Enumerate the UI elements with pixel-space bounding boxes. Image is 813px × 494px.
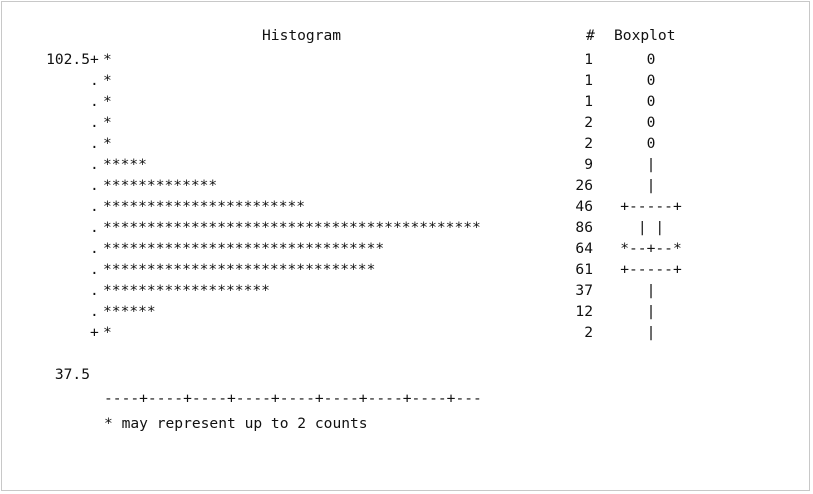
- bin-count: 2: [584, 324, 593, 341]
- histogram-bar: *****: [103, 156, 147, 173]
- boxplot-mark: |: [647, 303, 656, 320]
- boxplot-mark: +-----+: [620, 198, 682, 215]
- bin-count: 2: [584, 114, 593, 131]
- boxplot-mark: | |: [638, 219, 664, 236]
- axis-separator: .: [90, 219, 99, 236]
- histogram-bar: *: [103, 114, 112, 131]
- boxplot-mark: +-----+: [620, 261, 682, 278]
- bin-count: 1: [584, 72, 593, 89]
- histogram-bar: ****************************************…: [103, 219, 481, 236]
- bin-count: 86: [575, 219, 593, 236]
- footnote: * may represent up to 2 counts: [104, 415, 368, 432]
- bin-count: 1: [584, 93, 593, 110]
- bin-count: 1: [584, 51, 593, 68]
- axis-separator: .: [90, 114, 99, 131]
- histogram-bar: *************: [103, 177, 217, 194]
- chart-title: Histogram: [262, 27, 341, 44]
- count-header: #: [586, 27, 595, 44]
- axis-separator: +: [90, 51, 99, 68]
- histogram-bar: ********************************: [103, 240, 384, 257]
- histogram-bar: *: [103, 72, 112, 89]
- boxplot-mark: 0: [647, 114, 656, 131]
- bin-count: 37: [575, 282, 593, 299]
- histogram-bar: *: [103, 135, 112, 152]
- histogram-rows: + * 1 0. * 1 0. * 1 0. * 2 0. * 2 0. ***** 9 |. ***********…: [90, 51, 682, 341]
- axis-separator: .: [90, 240, 99, 257]
- histogram-bar: *: [103, 324, 112, 341]
- boxplot-mark: |: [647, 324, 656, 341]
- histogram-bar: *: [103, 51, 112, 68]
- bin-count: 46: [575, 198, 593, 215]
- histogram-bar: *******************: [103, 282, 270, 299]
- y-tick-bottom: 37.5: [55, 366, 90, 383]
- histogram-bar: ******: [103, 303, 156, 320]
- boxplot-header: Boxplot: [614, 27, 676, 44]
- boxplot-mark: *--+--*: [620, 240, 682, 257]
- axis-separator: .: [90, 72, 99, 89]
- axis-separator: +: [90, 324, 99, 341]
- boxplot-mark: |: [647, 177, 656, 194]
- bin-count: 26: [575, 177, 593, 194]
- bin-count: 61: [575, 261, 593, 278]
- histogram-bar: ***********************: [103, 198, 305, 215]
- axis-separator: .: [90, 177, 99, 194]
- histogram-bar: *******************************: [103, 261, 375, 278]
- bin-count: 2: [584, 135, 593, 152]
- axis-separator: .: [90, 93, 99, 110]
- y-tick-top: 102.5: [46, 51, 90, 68]
- axis-separator: .: [90, 282, 99, 299]
- x-axis-ruler: ----+----+----+----+----+----+----+----+…: [104, 390, 482, 407]
- axis-separator: .: [90, 261, 99, 278]
- bin-count: 9: [584, 156, 593, 173]
- bin-count: 64: [575, 240, 593, 257]
- axis-separator: .: [90, 303, 99, 320]
- axis-separator: .: [90, 198, 99, 215]
- axis-separator: .: [90, 135, 99, 152]
- boxplot-mark: 0: [647, 51, 656, 68]
- boxplot-mark: |: [647, 156, 656, 173]
- boxplot-mark: 0: [647, 93, 656, 110]
- boxplot-mark: 0: [647, 72, 656, 89]
- bin-count: 12: [575, 303, 593, 320]
- boxplot-mark: 0: [647, 135, 656, 152]
- histogram-bar: *: [103, 93, 112, 110]
- axis-separator: .: [90, 156, 99, 173]
- boxplot-mark: |: [647, 282, 656, 299]
